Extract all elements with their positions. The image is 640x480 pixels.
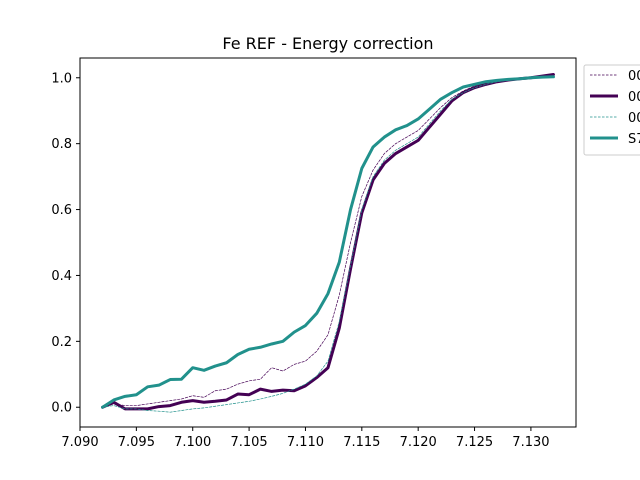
- chart-title: Fe REF - Energy correction: [222, 34, 433, 53]
- y-tick-label: 1.0: [51, 71, 72, 86]
- x-axis: 7.090 7.095 7.100 7.105 7.110 7.115 7.120 7.125…: [61, 427, 550, 450]
- series-line-3: [102, 75, 554, 413]
- legend-label-2: 00: [628, 90, 640, 105]
- y-tick-label: 0.8: [51, 137, 72, 152]
- x-tick-label: 7.125: [456, 435, 493, 450]
- x-tick-label: 7.090: [61, 435, 98, 450]
- x-tick-label: 7.120: [400, 435, 437, 450]
- y-tick-label: 0.4: [51, 269, 72, 284]
- legend: 00 00 00 S7: [583, 64, 640, 156]
- x-tick-label: 7.105: [230, 435, 267, 450]
- legend-label-1: 00: [628, 69, 640, 84]
- legend-label-3: 00: [628, 111, 640, 126]
- legend-box: [583, 64, 640, 156]
- legend-label-4: S7: [628, 132, 640, 147]
- x-tick-label: 7.130: [512, 435, 549, 450]
- x-tick-label: 7.095: [118, 435, 155, 450]
- series-line-1: [102, 75, 554, 408]
- series-layer: [101, 72, 555, 413]
- y-tick-label: 0.6: [51, 203, 72, 218]
- x-tick-label: 7.115: [343, 435, 380, 450]
- x-tick-label: 7.110: [287, 435, 324, 450]
- y-tick-label: 0.2: [51, 335, 72, 350]
- plot-frame: [79, 57, 577, 428]
- x-tick-label: 7.100: [174, 435, 211, 450]
- series-line-4: [101, 75, 555, 409]
- y-axis: 0.0 0.2 0.4 0.6 0.8 1.0: [51, 71, 80, 416]
- series-line-2: [101, 72, 555, 411]
- y-tick-label: 0.0: [51, 401, 72, 416]
